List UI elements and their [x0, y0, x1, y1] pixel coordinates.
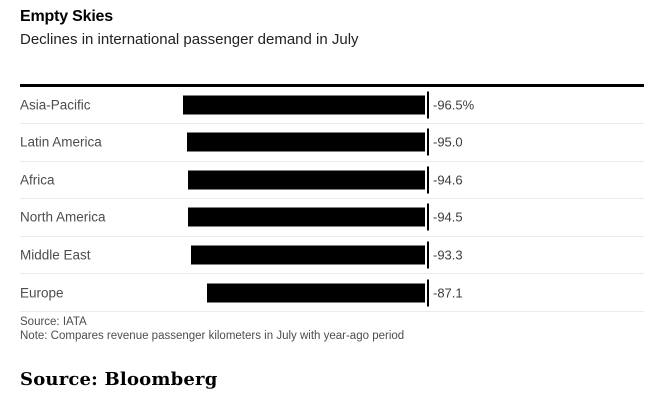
chart-row: Latin America -95.0 [20, 124, 644, 162]
source-note: Source: IATA [20, 316, 87, 328]
zero-tick [427, 279, 429, 306]
value-label: -93.3 [433, 247, 463, 263]
chart-row: Europe -87.1 [20, 274, 644, 312]
category-label: Middle East [20, 247, 91, 263]
category-label: Latin America [20, 134, 102, 150]
zero-tick [427, 203, 429, 231]
value-label: -94.6 [433, 172, 463, 188]
chart-title: Empty Skies [20, 8, 113, 25]
bar [187, 132, 425, 152]
category-label: North America [20, 209, 106, 225]
bar [188, 170, 425, 190]
zero-tick [427, 241, 429, 269]
bar [206, 283, 425, 302]
zero-tick [427, 128, 429, 156]
value-label: -95.0 [433, 134, 463, 150]
category-label: Europe [20, 285, 64, 300]
bar-chart: Asia-Pacific -96.5% Latin America -95.0 Afri… [20, 87, 644, 312]
category-label: Africa [20, 172, 55, 188]
bloomberg-attribution: Source: Bloomberg [20, 369, 218, 390]
top-rule [20, 84, 644, 87]
value-label: -94.5 [433, 209, 463, 225]
value-label: -96.5% [433, 97, 475, 113]
category-label: Asia-Pacific [20, 97, 91, 113]
value-label: -87.1 [433, 285, 463, 300]
bar [191, 245, 425, 265]
chart-row: Asia-Pacific -96.5% [20, 87, 644, 125]
zero-tick [427, 91, 429, 119]
chart-row: Africa -94.6 [20, 162, 644, 200]
chart-row: Middle East -93.3 [20, 237, 644, 275]
zero-tick [427, 166, 429, 194]
method-note: Note: Compares revenue passenger kilomet… [20, 329, 405, 342]
chart-subtitle: Declines in international passenger dema… [20, 31, 359, 48]
bar [188, 207, 425, 227]
bar [183, 95, 425, 115]
chart-row: North America -94.5 [20, 199, 644, 237]
